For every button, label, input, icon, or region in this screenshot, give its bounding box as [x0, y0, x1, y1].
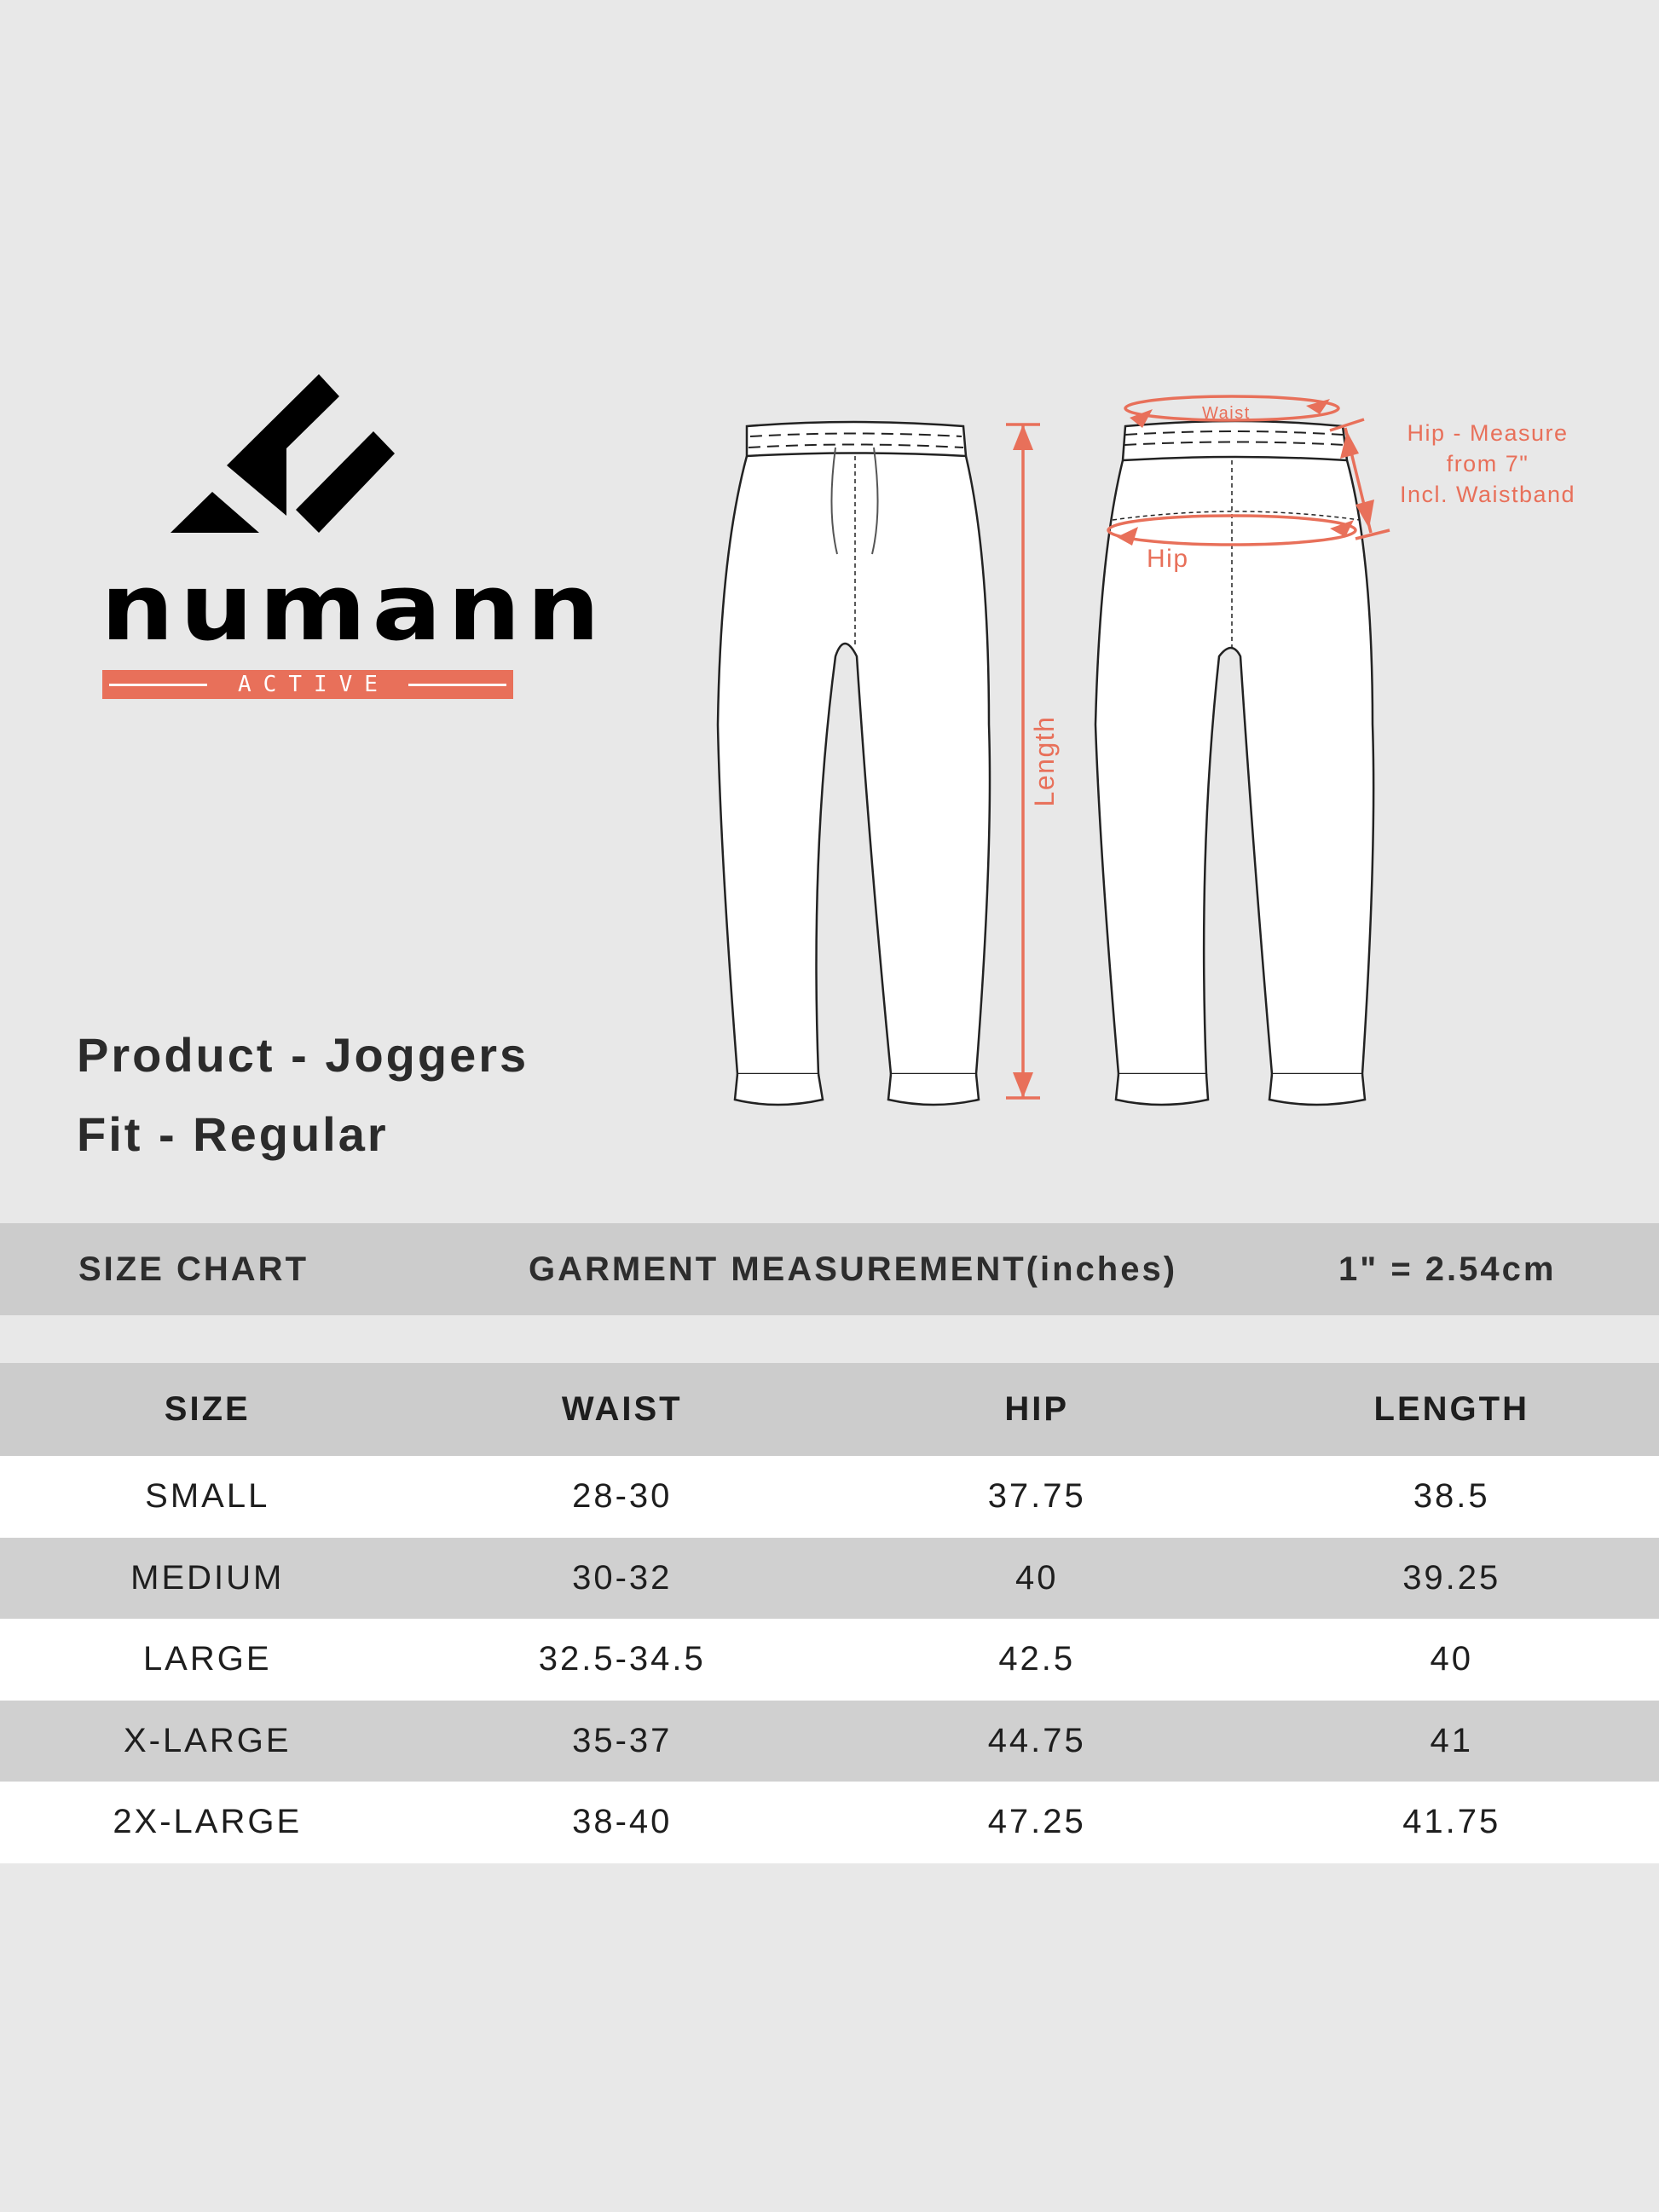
hip-note-line: from 7": [1446, 451, 1529, 476]
hip-note-line: Hip - Measure: [1407, 420, 1569, 446]
waist-label: Waist: [1202, 404, 1251, 423]
table-cell: 44.75: [830, 1700, 1245, 1782]
brand-tagline: ACTIVE: [238, 672, 390, 697]
column-header: LENGTH: [1244, 1363, 1659, 1456]
divider: [408, 683, 506, 686]
table-header-row: SIZE WAIST HIP LENGTH: [0, 1363, 1659, 1456]
table-cell: 28-30: [414, 1456, 830, 1538]
table-row: 2X-LARGE 38-40 47.25 41.75: [0, 1782, 1659, 1863]
table-cell: 41.75: [1244, 1782, 1659, 1863]
divider: [109, 683, 208, 686]
table-cell: LARGE: [0, 1619, 415, 1701]
table-cell: 41: [1244, 1700, 1659, 1782]
brand-name: numann: [101, 555, 606, 661]
table-row: SMALL 28-30 37.75 38.5: [0, 1456, 1659, 1538]
table-cell: 37.75: [830, 1456, 1245, 1538]
column-header: HIP: [830, 1363, 1245, 1456]
size-table: SIZE WAIST HIP LENGTH SMALL 28-30 37.75 38.…: [0, 1363, 1659, 1863]
brand-logo-mark: [171, 374, 395, 533]
table-row: MEDIUM 30-32 40 39.25: [0, 1537, 1659, 1619]
length-label: Length: [1029, 715, 1060, 807]
table-cell: 39.25: [1244, 1537, 1659, 1619]
joggers-diagram: [716, 395, 1390, 1106]
hip-measure-note: Hip - Measure from 7" Incl. Waistband: [1390, 418, 1586, 510]
table-cell: 38-40: [414, 1782, 830, 1863]
measurement-caption: GARMENT MEASUREMENT(inches): [529, 1250, 1178, 1288]
hip-note-line: Incl. Waistband: [1399, 482, 1576, 507]
size-chart-bar: SIZE CHART GARMENT MEASUREMENT(inches) 1…: [0, 1223, 1659, 1315]
table-cell: 42.5: [830, 1619, 1245, 1701]
table-cell: SMALL: [0, 1456, 415, 1538]
brand-tagline-bar: ACTIVE: [102, 670, 513, 699]
product-fit: Fit - Regular: [77, 1107, 389, 1161]
unit-conversion: 1" = 2.54cm: [1338, 1250, 1557, 1288]
table-cell: 30-32: [414, 1537, 830, 1619]
table-cell: 32.5-34.5: [414, 1619, 830, 1701]
table-row: LARGE 32.5-34.5 42.5 40: [0, 1619, 1659, 1701]
table-cell: 40: [1244, 1619, 1659, 1701]
size-chart-title: SIZE CHART: [78, 1250, 309, 1288]
table-cell: 47.25: [830, 1782, 1245, 1863]
product-name: Product - Joggers: [77, 1028, 529, 1082]
table-cell: X-LARGE: [0, 1700, 415, 1782]
table-cell: 35-37: [414, 1700, 830, 1782]
hip-label: Hip: [1147, 545, 1189, 573]
table-row: X-LARGE 35-37 44.75 41: [0, 1700, 1659, 1782]
table-cell: 40: [830, 1537, 1245, 1619]
table-cell: MEDIUM: [0, 1537, 415, 1619]
table-cell: 38.5: [1244, 1456, 1659, 1538]
column-header: WAIST: [414, 1363, 830, 1456]
column-header: SIZE: [0, 1363, 415, 1456]
table-cell: 2X-LARGE: [0, 1782, 415, 1863]
